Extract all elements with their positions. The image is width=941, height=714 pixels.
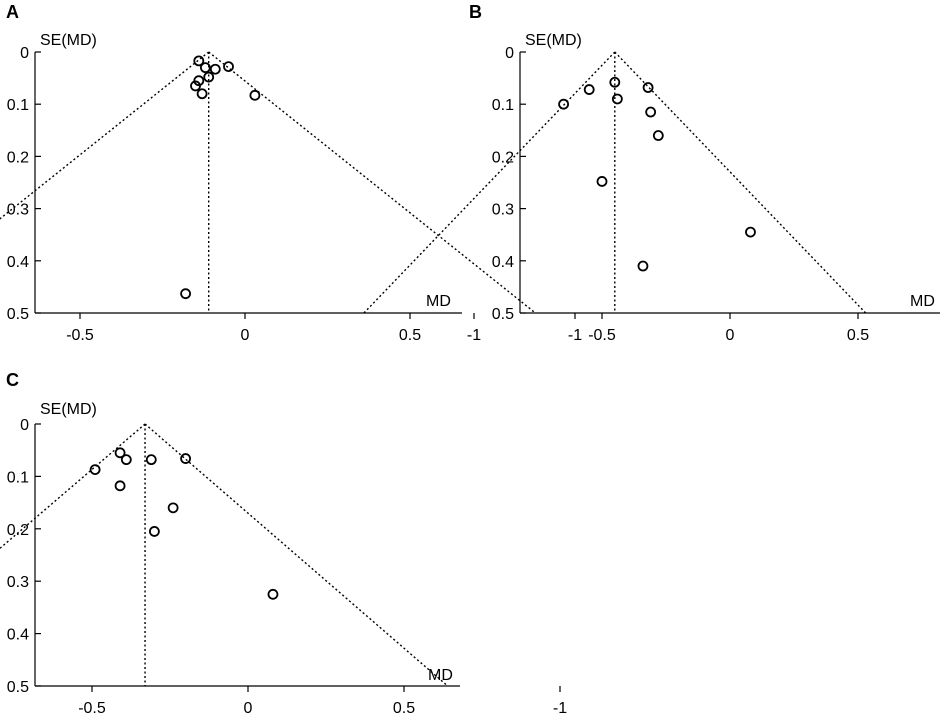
study-point (145, 454, 157, 466)
y-tick-label: 0.3 (7, 202, 29, 219)
study-point (611, 93, 623, 105)
study-point (637, 260, 649, 272)
x-tick-label: 0 (726, 327, 735, 344)
x-axis: -1-0.500.5-1 (35, 685, 567, 714)
study-points (89, 447, 279, 600)
x-tick-label: -0.5 (588, 327, 616, 344)
y-tick-label: 0.2 (492, 149, 514, 166)
x-tick-label: 0 (241, 327, 250, 344)
x-tick-label: 0.5 (847, 327, 869, 344)
y-axis: 0 0.1 0.2 0.3 0.4 0.5 (7, 45, 41, 323)
y-tick-label: 0.3 (492, 202, 514, 219)
y-axis-title: SE(MD) (525, 32, 582, 49)
funnel-right-limit (208, 51, 536, 314)
panel-letter-a: A (6, 2, 19, 22)
study-point (223, 61, 234, 73)
x-tick-label: -1 (467, 327, 481, 344)
funnel-left-limit (363, 51, 616, 314)
y-tick-label: 0.5 (7, 306, 29, 323)
study-point (645, 106, 657, 118)
funnel-plot-panel-b: B SE(MD) MD 00.10.20.30.40.5 -1-0.500.5-… (363, 2, 940, 344)
study-point (196, 88, 208, 100)
x-tick-label: -0.5 (78, 700, 106, 714)
x-tick-label: -1 (568, 327, 582, 344)
study-point (190, 80, 201, 92)
y-axis: 0 0.1 0.2 0.3 0.4 0.5 (492, 45, 526, 323)
x-tick-label: 0.5 (399, 327, 421, 344)
y-tick-label: 0 (20, 417, 29, 434)
study-point (249, 89, 261, 101)
y-tick-label: 0.2 (7, 522, 29, 539)
study-point (583, 84, 595, 95)
x-axis: -1 -0.5 0 0.5 -1 (467, 312, 940, 344)
y-tick-label: 0.4 (7, 627, 29, 644)
funnel-left-limit (0, 51, 210, 220)
y-tick-label: 0.2 (7, 149, 29, 166)
study-point (89, 464, 101, 475)
study-point (267, 588, 279, 600)
study-point (203, 71, 215, 83)
x-axis-title: MD (910, 293, 935, 310)
x-tick-label: 0 (244, 700, 253, 714)
study-points (558, 76, 756, 272)
funnel-right-limit (144, 423, 449, 687)
funnel-region (363, 51, 867, 314)
funnel-region (0, 423, 449, 687)
study-point (167, 502, 179, 514)
study-point (745, 226, 756, 238)
study-points (180, 55, 261, 300)
x-axis-title: MD (428, 667, 453, 684)
study-point (609, 76, 621, 88)
y-tick-label: 0.4 (492, 254, 514, 271)
study-point (558, 98, 569, 110)
study-point (652, 130, 664, 141)
study-point (180, 453, 192, 464)
study-point (114, 480, 126, 492)
study-point (148, 526, 160, 537)
study-point (642, 82, 654, 93)
x-tick-label: -1 (553, 700, 567, 714)
study-point (596, 176, 608, 187)
y-tick-label: 0.4 (7, 254, 29, 271)
y-axis-title: SE(MD) (40, 401, 97, 418)
study-point (193, 55, 205, 67)
x-axis-title: MD (426, 293, 451, 310)
x-tick-label: 0.5 (393, 700, 415, 714)
x-tick-label: -0.5 (66, 327, 94, 344)
y-tick-label: 0.5 (7, 679, 29, 696)
study-point (209, 63, 221, 75)
study-point (114, 447, 126, 459)
y-axis: 0 0.1 0.2 0.3 0.4 0.5 (7, 417, 41, 696)
panel-letter-c: C (6, 370, 19, 390)
funnel-region (0, 51, 536, 314)
funnel-plot-panel-a: A SE(MD) MD 00.10.20.30.40.5 -1-0.500.5-… (0, 2, 582, 344)
y-tick-label: 0 (505, 45, 514, 62)
study-point (180, 288, 192, 300)
y-tick-label: 0.3 (7, 574, 29, 591)
panel-letter-b: B (469, 2, 482, 22)
study-point (120, 454, 132, 466)
funnel-right-limit (614, 51, 867, 314)
funnel-plot-panel-c: C SE(MD) MD 00.10.20.30.40.5 -1-0.500.5-… (0, 370, 567, 714)
study-point (199, 62, 211, 74)
y-tick-label: 0.1 (7, 97, 29, 114)
y-tick-label: 0.5 (492, 306, 514, 323)
y-axis-title: SE(MD) (40, 32, 97, 49)
y-tick-label: 0 (20, 45, 29, 62)
y-tick-label: 0.1 (7, 469, 29, 486)
x-axis: -1 -0.5 0 0.5 -1 (35, 312, 582, 344)
y-tick-label: 0.1 (492, 97, 514, 114)
